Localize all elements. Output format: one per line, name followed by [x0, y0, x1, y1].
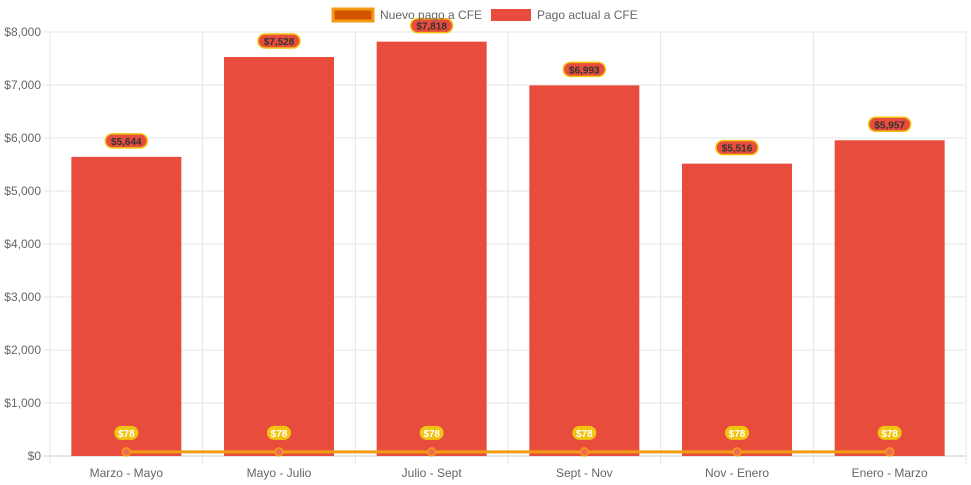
x-tick-label: Julio - Sept [402, 466, 463, 480]
line-point [884, 447, 895, 457]
data-label-badge [867, 116, 912, 133]
bar-data-label: $7,528 [264, 37, 295, 48]
line-data-label: $78 [423, 429, 440, 440]
y-tick-label: $4,000 [4, 237, 41, 251]
line-point [732, 447, 742, 457]
bar [224, 57, 334, 457]
y-tick-label: $0 [28, 449, 42, 463]
y-tick-label: $7,000 [4, 78, 41, 92]
x-tick-label: Marzo - Mayo [90, 466, 164, 480]
legend-label-nuevo: Nuevo pago a CFE [380, 8, 482, 22]
line-data-label: $78 [271, 429, 288, 440]
line-label-badge [572, 425, 597, 440]
bar [376, 41, 487, 457]
line-point [274, 447, 284, 457]
bar-data-label: $6,993 [569, 65, 600, 76]
legend-swatch-nuevo [331, 7, 375, 23]
x-tick-label: Nov - Enero [705, 466, 769, 480]
y-tick-label: $1,000 [4, 396, 41, 410]
line-label-badge [419, 425, 444, 440]
y-tick-label: $2,000 [4, 343, 41, 357]
bar-data-label: $5,644 [111, 137, 142, 148]
line-data-label: $78 [118, 429, 135, 440]
data-label-badge [562, 61, 607, 78]
x-tick-label: Sept - Nov [556, 466, 613, 480]
y-tick-label: $8,000 [4, 25, 41, 39]
bar-data-label: $7,818 [416, 22, 447, 33]
bar [529, 85, 640, 456]
legend-swatch-actual [491, 9, 531, 21]
bar [834, 140, 945, 457]
data-label-badge [409, 17, 454, 34]
line-point [579, 447, 590, 457]
x-tick-label: Mayo - Julio [247, 466, 312, 480]
bar-data-label: $5,516 [722, 144, 753, 155]
x-tick-label: Enero - Marzo [852, 466, 928, 480]
data-label-badge [715, 139, 759, 156]
data-label-badge [104, 133, 149, 149]
data-label-badge [257, 33, 301, 49]
line-label-badge [877, 425, 902, 440]
y-tick-label: $5,000 [4, 184, 41, 198]
line-data-label: $78 [729, 429, 746, 440]
line-point [121, 447, 132, 457]
bar [682, 163, 792, 457]
y-tick-label: $6,000 [4, 131, 41, 145]
line-label-badge [114, 425, 139, 440]
line-data-label: $78 [881, 429, 898, 440]
bar-data-label: $5,957 [874, 120, 905, 131]
line-data-label: $78 [576, 429, 593, 440]
bar [71, 156, 182, 457]
line-label-badge [267, 425, 291, 440]
line-point [426, 447, 437, 457]
y-tick-label: $3,000 [4, 290, 41, 304]
legend-label-actual: Pago actual a CFE [537, 8, 638, 22]
line-label-badge [725, 425, 749, 440]
